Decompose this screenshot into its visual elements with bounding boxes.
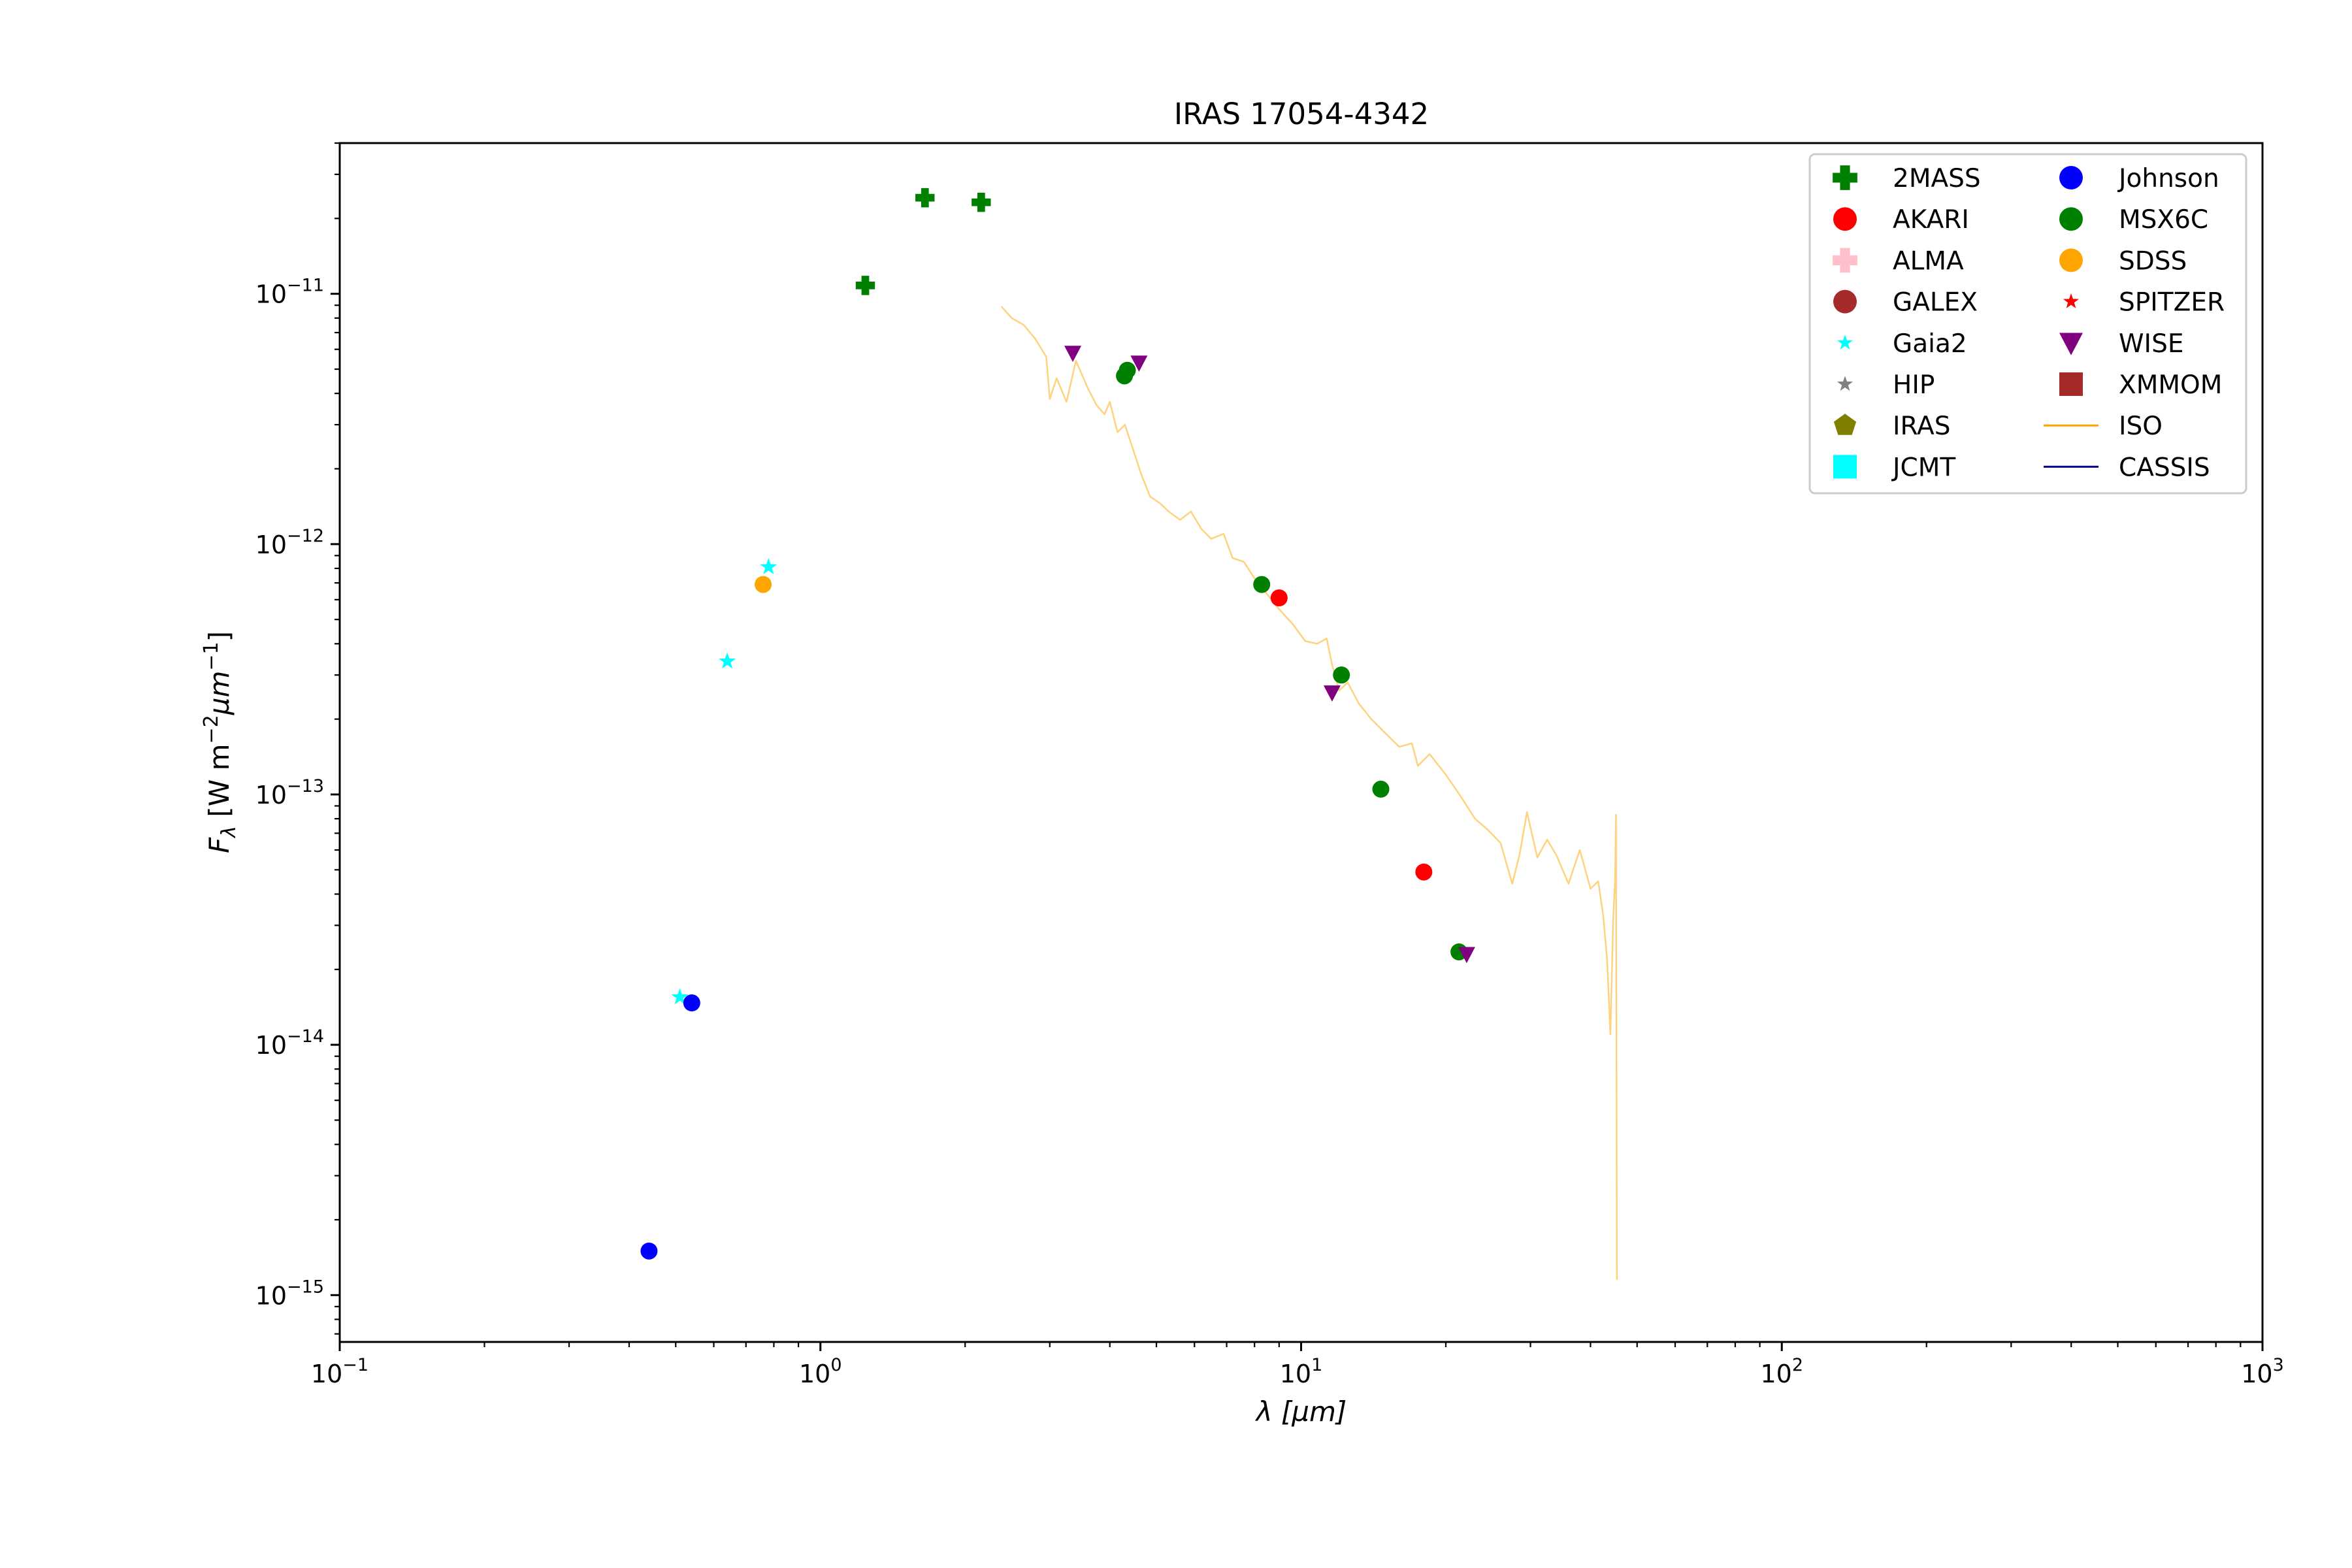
msx6c-point	[1333, 666, 1350, 684]
x-tick-label: 100	[799, 1355, 842, 1388]
legend-marker-xmmom	[2059, 372, 2083, 396]
legend-label-xmmom: XMMOM	[2119, 370, 2222, 400]
y-tick-label: 10−12	[255, 526, 324, 559]
legend-label-sdss: SDSS	[2119, 246, 2187, 276]
legend-label-iras: IRAS	[1893, 412, 1950, 441]
legend-marker-msx6c	[2059, 207, 2083, 231]
x-tick-label: 102	[1760, 1355, 1803, 1388]
x-axis-ticks: 10−1 100 101 102 103	[311, 1342, 2284, 1388]
legend-label-jcmt: JCMT	[1891, 453, 1955, 482]
legend: 2MASS AKARI ALMA GALEX Gaia2 HIP IRAS JCMT Johns…	[1808, 153, 2247, 495]
gaia2-point	[671, 988, 689, 1005]
sdss-point	[755, 576, 772, 593]
y-tick-label: 10−13	[255, 776, 324, 809]
legend-marker-akari	[1833, 207, 1857, 231]
legend-label-gaia2: Gaia2	[1893, 329, 1967, 359]
legend-marker-hip	[1837, 376, 1853, 391]
akari-point	[1415, 863, 1433, 881]
legend-label-cassis: CASSIS	[2119, 453, 2210, 482]
x-axis-label: λ [μm]	[1255, 1396, 1347, 1428]
legend-label-2mass: 2MASS	[1893, 164, 1981, 193]
wise-point	[1064, 346, 1082, 362]
x-tick-label: 103	[2241, 1355, 2284, 1388]
legend-label-alma: ALMA	[1893, 246, 1964, 276]
legend-frame	[1808, 153, 2247, 495]
legend-marker-iras	[1833, 414, 1857, 435]
x-tick-label: 101	[1280, 1355, 1323, 1388]
legend-marker-spitzer	[2063, 293, 2079, 308]
johnson-point	[640, 1242, 658, 1260]
legend-label-galex: GALEX	[1893, 288, 1978, 318]
legend-label-iso: ISO	[2119, 412, 2163, 441]
gaia2-point	[719, 652, 736, 669]
chart-title: IRAS 17054-4342	[1174, 97, 1429, 131]
legend-marker-wise	[2059, 333, 2083, 355]
legend-marker-sdss	[2059, 248, 2083, 272]
legend-label-hip: HIP	[1893, 370, 1935, 400]
data-points	[640, 188, 1475, 1260]
2mass-point	[855, 276, 875, 295]
legend-marker-2mass	[1833, 165, 1857, 190]
msx6c-point	[1253, 576, 1271, 593]
wise-point	[1458, 947, 1475, 964]
msx6c-point	[1119, 361, 1136, 379]
wise-point	[1130, 355, 1148, 372]
akari-point	[1270, 589, 1288, 607]
y-axis-ticks: 10−15 10−14 10−13 10−12 10−11	[255, 142, 340, 1335]
legend-label-akari: AKARI	[1893, 205, 1969, 235]
y-tick-label: 10−14	[255, 1026, 324, 1060]
legend-label-johnson: Johnson	[2117, 164, 2219, 193]
legend-label-msx6c: MSX6C	[2119, 205, 2208, 235]
wise-point	[1323, 685, 1341, 702]
y-tick-label: 10−15	[255, 1277, 324, 1310]
y-axis-label: Fλ [W m−2μm−1]	[200, 631, 240, 853]
legend-label-wise: WISE	[2119, 329, 2183, 359]
legend-marker-gaia2	[1837, 335, 1853, 350]
legend-marker-alma	[1833, 248, 1857, 273]
legend-marker-jcmt	[1833, 455, 1857, 479]
2mass-point	[972, 192, 991, 212]
x-tick-label: 10−1	[311, 1355, 368, 1388]
gaia2-point	[760, 558, 777, 574]
2mass-point	[915, 188, 935, 208]
plot-frame	[338, 142, 2264, 1343]
msx6c-point	[1372, 780, 1390, 798]
johnson-point	[683, 994, 700, 1012]
legend-label-spitzer: SPITZER	[2119, 288, 2225, 318]
y-tick-label: 10−11	[255, 276, 324, 309]
legend-marker-johnson	[2059, 166, 2083, 189]
legend-marker-galex	[1833, 289, 1857, 314]
iso-spectrum	[1000, 306, 1618, 1281]
